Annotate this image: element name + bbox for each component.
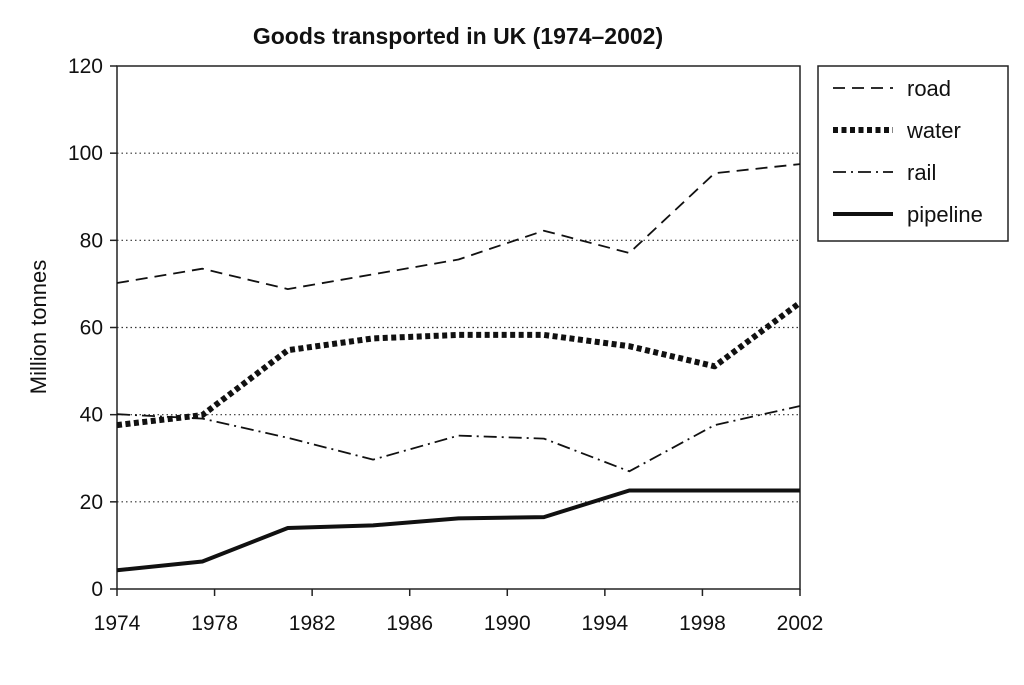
- series-line-water: [116, 300, 802, 429]
- x-tick-label: 1978: [191, 612, 238, 635]
- series-lines: [116, 163, 802, 573]
- legend-label-pipeline: pipeline: [907, 202, 983, 227]
- y-axis-label: Million tonnes: [26, 260, 51, 395]
- x-tick-label: 2002: [777, 612, 824, 635]
- y-tick-label: 100: [68, 142, 103, 165]
- y-tick-label: 120: [68, 55, 103, 78]
- legend-label-water: water: [906, 118, 961, 143]
- chart-title: Goods transported in UK (1974–2002): [253, 23, 663, 49]
- y-tick-label: 60: [80, 317, 103, 340]
- y-axis: 0 20 40 60 80 100 120: [68, 55, 117, 601]
- y-tick-label: 80: [80, 229, 103, 252]
- series-line-pipeline: [116, 488, 800, 573]
- x-tick-label: 1986: [386, 612, 433, 635]
- legend-label-road: road: [907, 76, 951, 101]
- x-tick-label: 1982: [289, 612, 336, 635]
- y-tick-label: 0: [91, 578, 103, 601]
- grid-lines: [117, 152, 800, 503]
- y-tick-label: 20: [80, 491, 103, 514]
- series-line-rail: [116, 405, 801, 473]
- x-tick-label: 1990: [484, 612, 531, 635]
- series-line-road: [116, 163, 801, 291]
- legend: road water rail pipeline: [817, 65, 1009, 242]
- x-tick-label: 1994: [581, 612, 628, 635]
- legend-label-rail: rail: [907, 160, 936, 185]
- y-tick-label: 40: [80, 404, 103, 427]
- legend-box: [817, 65, 1009, 242]
- x-tick-label: 1974: [94, 612, 141, 635]
- x-axis: 1974 1978 1982 1986 1990 1994 1998 2002: [94, 589, 824, 635]
- x-tick-label: 1998: [679, 612, 726, 635]
